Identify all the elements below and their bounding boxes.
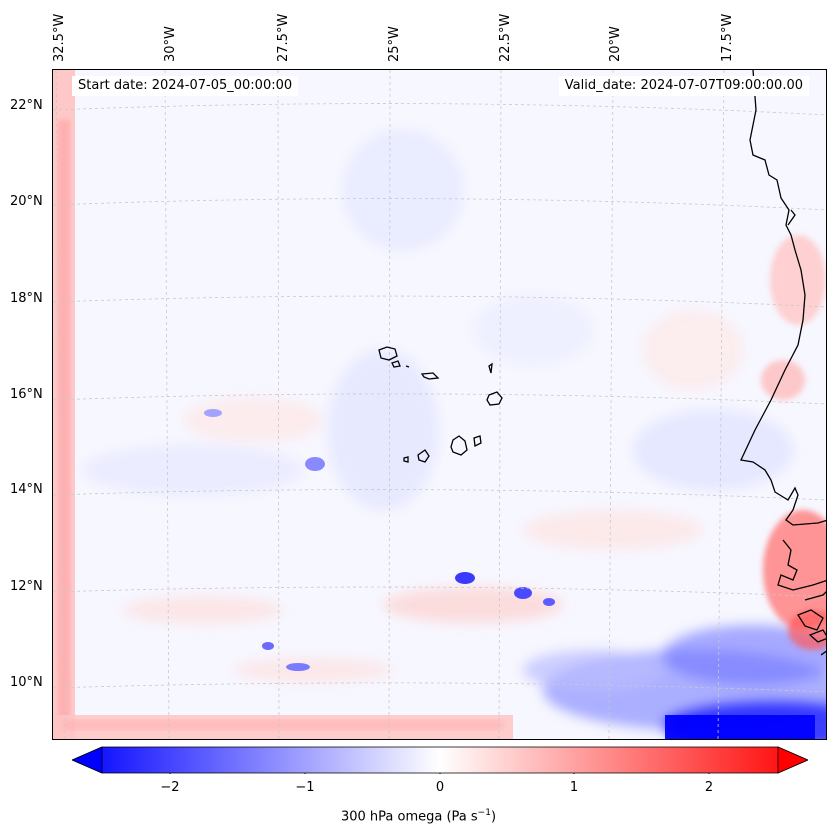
omega-field [53, 70, 826, 739]
coastline [740, 70, 826, 656]
weak-anomalies [83, 130, 793, 682]
lon-label-17-5w: 17.5°W [720, 13, 735, 62]
colorbar-tick-minus1: −1 [295, 780, 315, 795]
colorbar-tick-minus2: −2 [160, 780, 180, 795]
lat-label-14n: 14°N [10, 482, 43, 497]
lat-label-12n: 12°N [10, 579, 43, 594]
colorbar-high-extend [777, 746, 808, 774]
cape-verde-islands [378, 346, 503, 463]
lat-label-20n: 20°N [10, 194, 43, 209]
colorbar-ticks [169, 773, 710, 774]
map-area[interactable] [52, 69, 827, 740]
small-ascent-cells [204, 409, 555, 671]
africa-coast [740, 70, 826, 526]
start-date-label: Start date: 2024-07-05_00:00:00 [72, 76, 299, 96]
lat-label-18n: 18°N [10, 291, 43, 306]
graticule [53, 70, 826, 739]
lat-label-16n: 16°N [10, 387, 43, 402]
colorbar-label: 300 hPa omega (Pa s−1) [340, 808, 497, 825]
lat-label-22n: 22°N [10, 98, 43, 113]
colorbar-tick-2: 2 [704, 780, 714, 795]
colorbar-tick-1: 1 [569, 780, 579, 795]
coastal-descent [761, 235, 826, 650]
lon-label-27-5w: 27.5°W [276, 13, 291, 62]
lat-label-10n: 10°N [10, 675, 43, 690]
valid-date-label: Valid_date: 2024-07-07T09:00:00.00 [558, 76, 809, 96]
colorbar-tick-0: 0 [435, 780, 445, 795]
strong-ascent-core [665, 715, 815, 739]
lon-label-32-5w: 32.5°W [52, 13, 67, 62]
lon-label-22-5w: 22.5°W [498, 13, 513, 62]
colorbar-low-extend [72, 746, 103, 774]
lon-label-30w: 30°W [163, 26, 178, 62]
lon-label-20w: 20°W [608, 26, 623, 62]
colorbar-ramp [72, 746, 808, 774]
lon-label-25w: 25°W [387, 26, 402, 62]
colorbar [72, 746, 808, 774]
